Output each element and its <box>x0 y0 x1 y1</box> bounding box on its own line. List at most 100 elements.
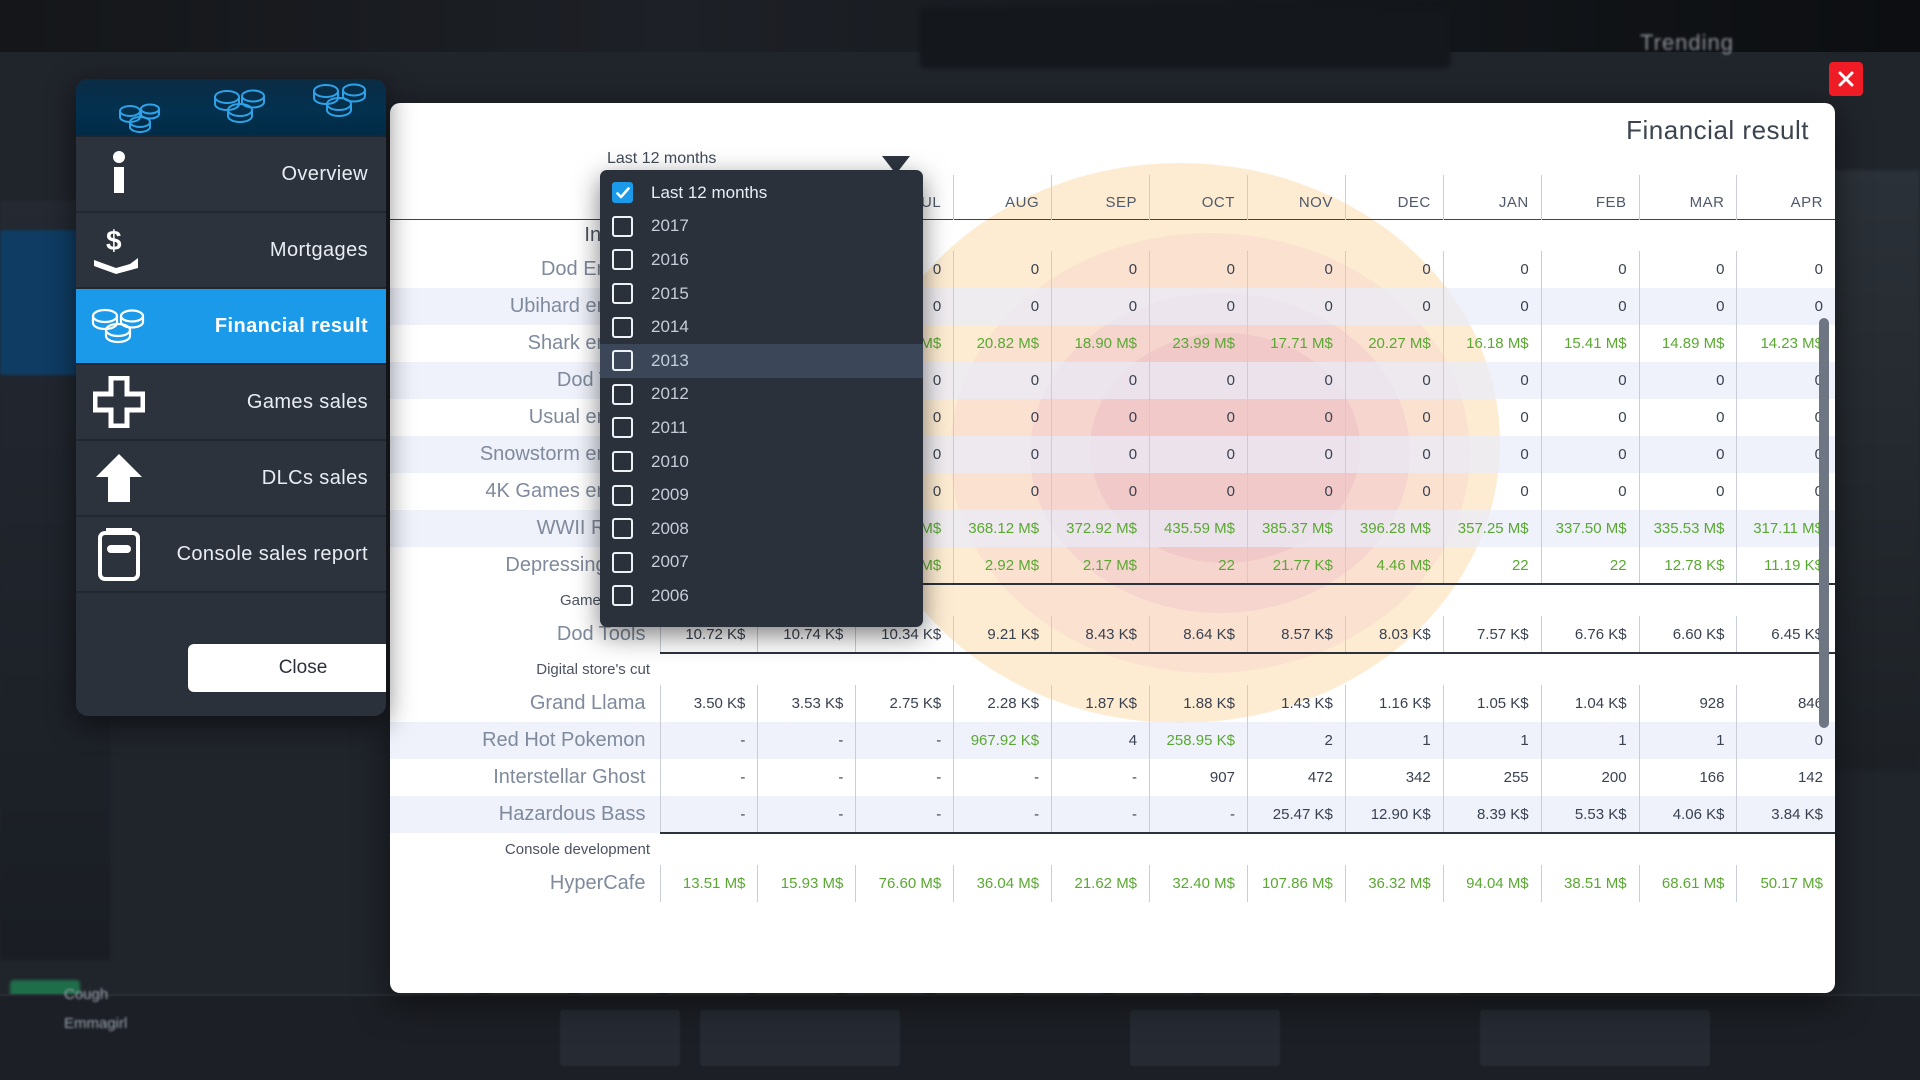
close-icon[interactable] <box>1829 62 1863 96</box>
table-cell: 0 <box>1246 399 1346 436</box>
dropdown-option-2008[interactable]: 2008 <box>600 512 923 546</box>
table-cell: 6.60 K$ <box>1638 616 1737 653</box>
sidebar-item-mortgages[interactable]: $ Mortgages <box>76 213 386 289</box>
close-button[interactable]: Close <box>188 644 386 692</box>
table-cell: 372.92 M$ <box>1051 510 1150 547</box>
dropdown-option-2015[interactable]: 2015 <box>600 277 923 311</box>
table-cell: 36.32 M$ <box>1344 865 1444 902</box>
dropdown-option-2017[interactable]: 2017 <box>600 210 923 244</box>
table-cell: 385.37 M$ <box>1246 510 1346 547</box>
table-cell: - <box>757 722 856 759</box>
table-row[interactable]: Dod Tools000000000000 <box>390 362 1835 399</box>
checkbox-icon[interactable] <box>612 350 633 372</box>
checkbox-icon[interactable] <box>612 215 633 237</box>
table-cell: 0 <box>1344 288 1444 325</box>
dropdown-option-label: 2010 <box>651 451 689 471</box>
table-cell: 3.53 K$ <box>757 685 856 722</box>
dropdown-option-2010[interactable]: 2010 <box>600 445 923 479</box>
dropdown-option-2012[interactable]: 2012 <box>600 378 923 412</box>
table-cell: 1.88 K$ <box>1149 685 1248 722</box>
dropdown-option-label: 2008 <box>651 518 689 538</box>
coins-icon <box>116 99 168 138</box>
table-cell: - <box>953 796 1052 833</box>
table-cell: 1 <box>1540 722 1640 759</box>
table-cell: 13.51 M$ <box>659 865 758 902</box>
dropdown-option-2006[interactable]: 2006 <box>600 579 923 613</box>
dropdown-option-2014[interactable]: 2014 <box>600 310 923 344</box>
table-cell: 0 <box>1736 722 1835 759</box>
page-title: Financial result <box>1626 115 1809 145</box>
table-cell: 0 <box>1051 436 1150 473</box>
table-cell: 0 <box>1540 473 1640 510</box>
sidebar-item-label: Financial result <box>214 314 368 337</box>
dropdown-option-label: 2014 <box>651 317 689 337</box>
table-cell: 25.47 K$ <box>1246 796 1346 833</box>
table-cell: 6.76 K$ <box>1540 616 1640 653</box>
table-cell: 20.27 M$ <box>1344 325 1444 362</box>
filter-selected-label[interactable]: Last 12 months <box>607 150 717 167</box>
table-cell: 0 <box>1736 436 1835 473</box>
sidebar-item-games-sales[interactable]: Games sales <box>76 365 386 441</box>
sidebar-item-console-sales-report[interactable]: Console sales report <box>76 517 386 593</box>
dropdown-option-2011[interactable]: 2011 <box>600 411 923 445</box>
checkbox-icon[interactable] <box>612 585 633 607</box>
table-cell: - <box>855 796 954 833</box>
table-cell: 0 <box>1051 288 1150 325</box>
section-separator <box>660 832 1835 865</box>
checkbox-icon[interactable] <box>612 249 633 271</box>
sidebar-item-label: DLCs sales <box>261 466 368 489</box>
table-cell: 4.06 K$ <box>1638 796 1737 833</box>
table-cell: 50.17 M$ <box>1736 865 1835 902</box>
table-cell: 8.39 K$ <box>1442 796 1542 833</box>
table-cell: 0 <box>1442 362 1542 399</box>
bg-list-rows: Cough Emmagirl <box>64 986 128 1032</box>
table-cell: 0 <box>1638 288 1737 325</box>
checkbox-icon[interactable] <box>612 451 633 473</box>
vertical-scrollbar[interactable] <box>1819 318 1829 728</box>
table-cell: 0 <box>1638 473 1737 510</box>
table-cell: 23.99 M$ <box>1149 325 1248 362</box>
table-row[interactable]: Grand Llama 3.50 K$ 3.53 K$ 2.75 K$ 2.28 K$ 1… <box>390 685 1835 722</box>
table-cell: 0 <box>1051 362 1150 399</box>
table-cell: 0 <box>1344 362 1444 399</box>
checkbox-icon[interactable] <box>612 283 633 305</box>
checkbox-icon[interactable] <box>612 518 633 540</box>
menu-header <box>76 79 386 137</box>
dropdown-option-2016[interactable]: 2016 <box>600 243 923 277</box>
table-cell: - <box>659 722 758 759</box>
table-cell: 0 <box>1149 399 1248 436</box>
dropdown-option-2013[interactable]: 2013 <box>600 343 923 378</box>
table-cell: - <box>1051 759 1150 796</box>
checkbox-icon[interactable] <box>612 316 633 338</box>
table-cell: 1.05 K$ <box>1442 685 1542 722</box>
sidebar-item-financial-result[interactable]: Financial result <box>76 289 386 365</box>
checkbox-icon[interactable] <box>612 383 633 405</box>
row-label: Grand Llama <box>529 692 646 714</box>
up-arrow-icon <box>76 452 162 504</box>
table-row[interactable]: Red Hot Pokemon - - -967.92 K$ 4 258.95 K$ 2 1 1… <box>390 722 1835 759</box>
sidebar-item-overview[interactable]: Overview <box>76 137 386 213</box>
dropdown-option-2009[interactable]: 2009 <box>600 478 923 512</box>
checkbox-checked-icon[interactable] <box>612 182 633 204</box>
table-cell: 76.60 M$ <box>855 865 954 902</box>
table-cell: 107.86 M$ <box>1246 865 1346 902</box>
table-cell: 0 <box>1736 399 1835 436</box>
table-row[interactable]: HyperCafe 13.51 M$ 15.93 M$ 76.60 M$ 36.04 M… <box>390 865 1835 902</box>
sidebar-item-dlcs-sales[interactable]: DLCs sales <box>76 441 386 517</box>
dropdown-option-last-12-months[interactable]: Last 12 months <box>600 176 923 210</box>
table-row[interactable]: Interstellar Ghost - - - - -907 472 342 255 200 16… <box>390 759 1835 796</box>
table-cell: 0 <box>1540 399 1640 436</box>
checkbox-icon[interactable] <box>612 551 633 573</box>
section-label: Console development <box>504 840 650 858</box>
table-cell: 8.03 K$ <box>1344 616 1444 653</box>
table-cell: 17.71 M$ <box>1246 325 1346 362</box>
row-label: HyperCafe <box>549 872 646 894</box>
table-row[interactable]: Hazardous Bass - - - - - -25.47 K$ 12.90 K$ 8.39… <box>390 796 1835 833</box>
dropdown-option-2007[interactable]: 2007 <box>600 546 923 580</box>
checkbox-icon[interactable] <box>612 484 633 506</box>
period-filter-dropdown[interactable]: Last 12 months 2017 2016 2015 2014 2013 2012 20… <box>600 170 923 627</box>
column-header-month: DEC <box>1344 175 1444 219</box>
checkbox-icon[interactable] <box>612 417 633 439</box>
table-cell: 435.59 M$ <box>1149 510 1248 547</box>
table-cell: 0 <box>1149 288 1248 325</box>
